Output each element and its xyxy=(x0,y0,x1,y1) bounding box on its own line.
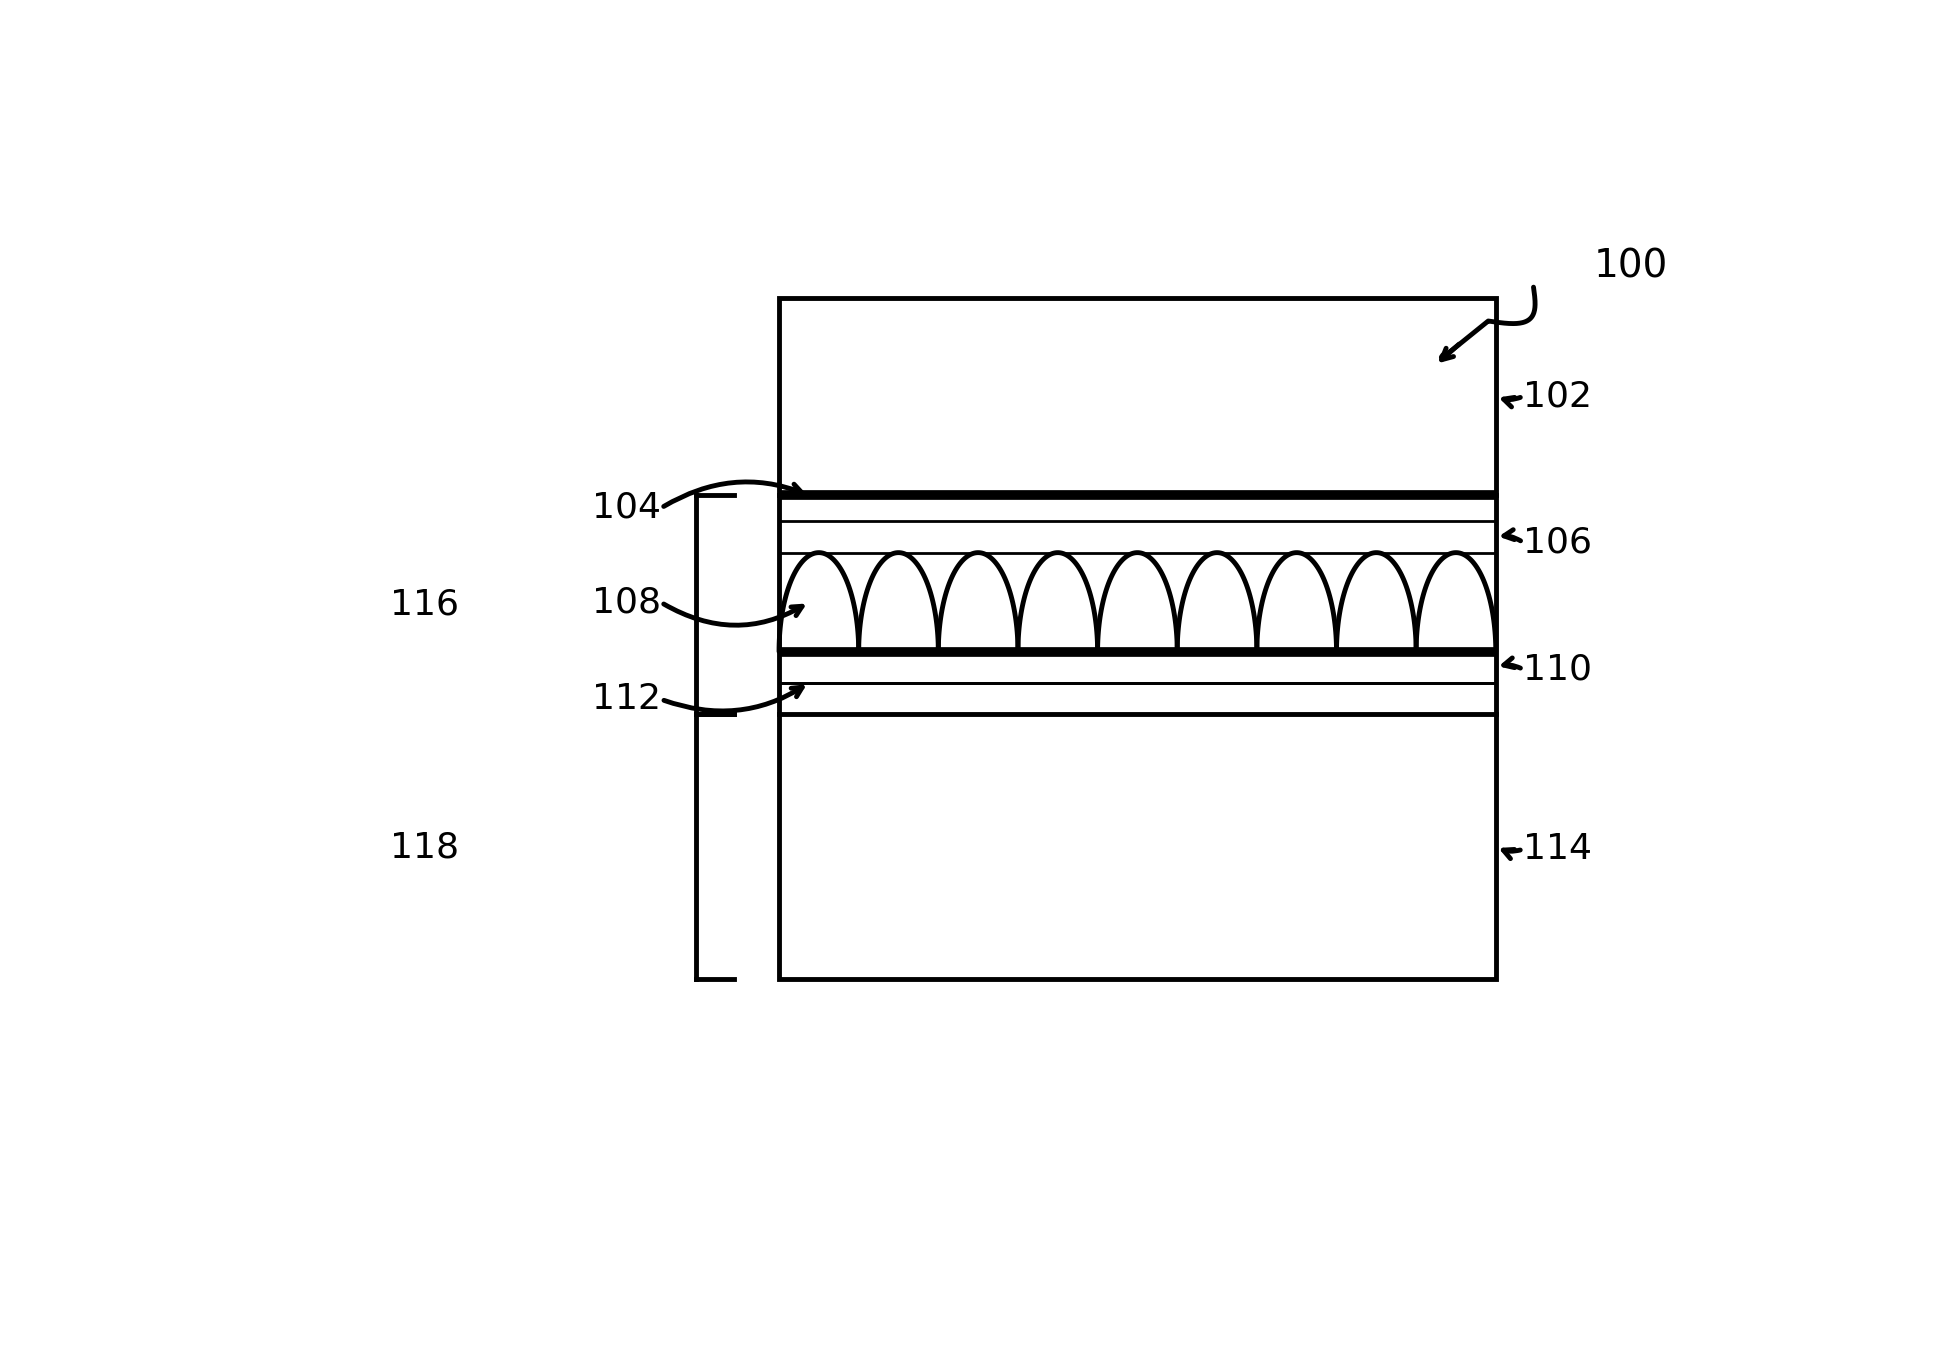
Text: 114: 114 xyxy=(1523,833,1593,867)
Text: 108: 108 xyxy=(592,585,662,619)
Text: 112: 112 xyxy=(592,683,662,717)
Text: 106: 106 xyxy=(1523,525,1593,560)
Text: 110: 110 xyxy=(1523,652,1593,687)
Text: 100: 100 xyxy=(1595,247,1669,285)
Text: 102: 102 xyxy=(1523,380,1593,414)
Text: 118: 118 xyxy=(389,830,459,864)
Bar xyxy=(779,714,1495,979)
Text: 116: 116 xyxy=(389,588,459,622)
Bar xyxy=(779,297,1495,495)
Text: 104: 104 xyxy=(592,491,662,525)
